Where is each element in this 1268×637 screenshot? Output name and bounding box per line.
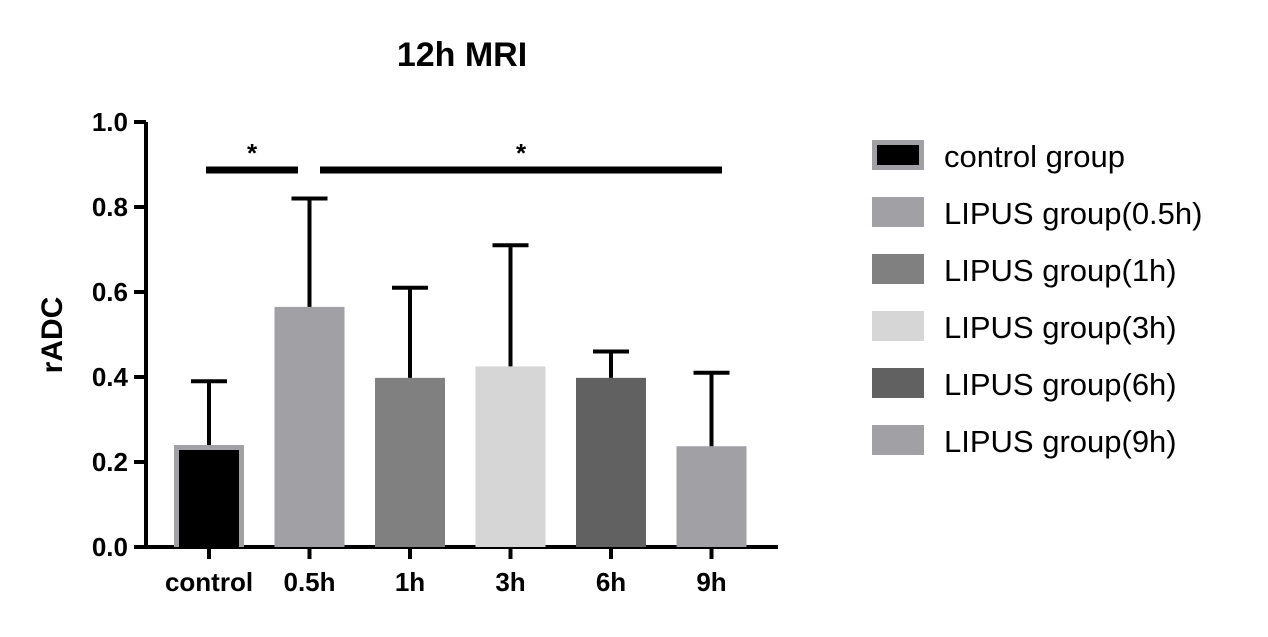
legend-swatch [872,425,924,455]
chart-title: 12h MRI [397,36,527,74]
x-tick-label: 0.5h [283,567,335,597]
y-tick-label: 0.8 [92,192,128,222]
x-tick-label: 9h [696,567,726,597]
bar [179,450,239,547]
bar [676,446,747,547]
legend-swatch [872,368,924,398]
legend-swatch [877,145,919,165]
x-tick-label: 6h [596,567,626,597]
legend-swatch [872,311,924,341]
y-tick-label: 1.0 [92,107,128,137]
bar [274,306,345,547]
legend-label: LIPUS group(3h) [944,310,1177,345]
y-tick-label: 0.6 [92,277,128,307]
legend-swatch [872,254,924,284]
plot-area: 0.0 0.2 0.4 0.6 0.8 1.0 control 0.5h 1h 3h 6h 9h * * [92,107,778,597]
legend-label: LIPUS group(6h) [944,367,1177,402]
bar [375,377,445,547]
legend-label: LIPUS group(9h) [944,424,1177,459]
x-tick-label: 3h [495,567,525,597]
legend-label: LIPUS group(0.5h) [944,196,1202,231]
y-axis-label: rADC [36,297,69,374]
y-tick-label: 0.4 [92,362,129,392]
x-tick-label: control [165,567,253,597]
significance-star: * [247,138,258,168]
bar [475,366,546,547]
x-tick-label: 1h [395,567,425,597]
legend: control group LIPUS group(0.5h) LIPUS grou… [872,139,1202,459]
bar [576,377,646,547]
legend-label: LIPUS group(1h) [944,253,1177,288]
legend-swatch [872,197,924,227]
y-tick-label: 0.0 [92,532,128,562]
legend-label: control group [944,139,1125,174]
y-tick-label: 0.2 [92,447,128,477]
significance-star: * [516,138,527,168]
